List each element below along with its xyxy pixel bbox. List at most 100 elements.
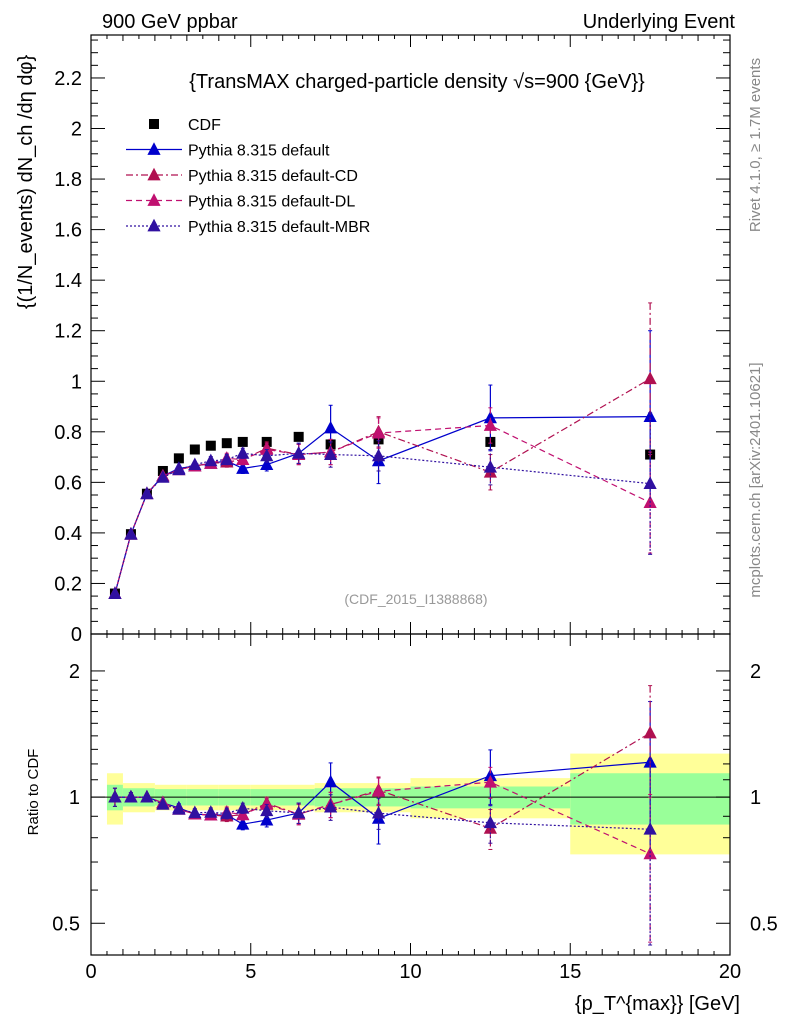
data-point <box>483 418 497 431</box>
y-axis-label: {(1/N_events) dN_ch /dη dφ} <box>15 55 37 310</box>
ratio-y-tick-label-right: 1 <box>750 787 761 809</box>
x-tick-label: 0 <box>85 961 96 983</box>
legend-entry-3: Pythia 8.315 default-DL <box>126 193 355 211</box>
data-point <box>220 452 234 466</box>
legend-label: Pythia 8.315 default-DL <box>188 194 355 211</box>
ratio-data-point <box>156 797 170 810</box>
data-point <box>293 431 304 442</box>
data-point <box>173 453 184 464</box>
y-tick-label: 1 <box>71 371 82 393</box>
legend-marker <box>147 142 161 155</box>
data-point <box>371 448 386 462</box>
data-point <box>292 446 306 459</box>
data-point <box>189 444 200 455</box>
mcplots-label: mcplots.cern.ch [arXiv:2401.10621] <box>747 362 764 597</box>
y-tick-label: 0.4 <box>54 523 82 545</box>
ratio-data-point <box>371 784 386 797</box>
chart-title: {TransMAX charged-particle density √s=90… <box>189 71 645 93</box>
y-tick-label: 2.2 <box>54 68 82 90</box>
data-point <box>260 457 274 471</box>
ratio-data-point <box>108 789 122 803</box>
series-1 <box>108 330 657 599</box>
ratio-data-point <box>483 815 497 829</box>
ratio-y-tick-label-right: 2 <box>750 661 761 683</box>
ratio-y-tick-label-left: 2 <box>69 661 80 683</box>
ratio-data-point <box>124 789 138 803</box>
ratio-data-point <box>236 801 250 814</box>
data-point <box>236 446 250 459</box>
series-line <box>114 452 651 594</box>
y-tick-label: 0.2 <box>54 573 82 595</box>
ratio-y-tick-label-left: 1 <box>69 787 80 809</box>
legend-marker <box>147 167 161 181</box>
ratio-y-axis-label: Ratio to CDF <box>25 749 42 836</box>
data-point <box>221 438 232 449</box>
legend-marker <box>147 193 161 206</box>
ratio-data-point <box>324 799 338 813</box>
y-tick-label: 0 <box>71 624 82 646</box>
x-tick-label: 10 <box>399 961 421 983</box>
data-point <box>483 459 497 473</box>
data-point <box>643 371 657 385</box>
data-point <box>204 453 218 467</box>
data-point <box>324 420 338 434</box>
data-point <box>643 409 657 423</box>
ratio-series-line <box>114 732 651 830</box>
data-point <box>371 425 386 439</box>
y-tick-label: 0.8 <box>54 422 82 444</box>
ratio-series-4 <box>108 758 657 946</box>
data-point <box>156 470 170 483</box>
header-left: 900 GeV ppbar <box>102 11 238 33</box>
ratio-panel: 0.5 0.5 1 1 2 2 <box>52 633 778 956</box>
ratio-data-point <box>643 725 657 739</box>
y-tick-label: 1.4 <box>54 270 82 292</box>
legend-label: Pythia 8.315 default-MBR <box>188 219 370 236</box>
rivet-label: Rivet 4.1.0, ≥ 1.7M events <box>747 58 764 232</box>
legend-label: CDF <box>188 117 221 134</box>
x-tick-label: 5 <box>245 961 256 983</box>
ratio-data-point <box>292 805 306 819</box>
legend-label: Pythia 8.315 default-CD <box>188 168 358 185</box>
data-point <box>260 442 274 455</box>
y-tick-label: 0.6 <box>54 472 82 494</box>
ratio-data-point <box>140 789 154 803</box>
legend: CDF Pythia 8.315 default Pythia 8.315 defa… <box>126 117 370 236</box>
ratio-series-line <box>114 796 651 830</box>
x-tick-label: 15 <box>559 961 581 983</box>
ratio-y-tick-label-right: 0.5 <box>750 913 778 935</box>
ratio-data-point <box>371 805 386 819</box>
ratio-data-point <box>188 805 202 819</box>
ratio-data-point <box>643 822 657 835</box>
legend-label: Pythia 8.315 default <box>188 143 330 160</box>
legend-entry-0: CDF <box>149 117 221 134</box>
header-right: Underlying Event <box>583 11 736 33</box>
ratio-data-point <box>260 803 274 817</box>
data-point <box>205 440 216 451</box>
legend-entry-2: Pythia 8.315 default-CD <box>126 167 358 185</box>
ratio-data-point <box>172 802 186 815</box>
series-3 <box>108 407 657 599</box>
ratio-data-point <box>483 768 497 782</box>
analysis-watermark: (CDF_2015_I1388868) <box>344 591 487 607</box>
y-tick-label: 2 <box>71 119 82 141</box>
data-point <box>260 448 274 462</box>
y-tick-label: 1.6 <box>54 220 82 242</box>
data-point <box>237 436 248 447</box>
ratio-data-point <box>220 806 234 819</box>
data-point <box>172 462 186 476</box>
data-point <box>140 486 154 500</box>
data-point <box>324 447 338 460</box>
data-point <box>643 476 657 490</box>
series-line <box>114 378 651 594</box>
ratio-y-tick-label-left: 0.5 <box>52 913 80 935</box>
ratio-data-point <box>260 812 274 826</box>
ratio-data-point <box>260 797 274 810</box>
y-tick-label: 1.8 <box>54 169 82 191</box>
main-frame <box>90 34 731 635</box>
ratio-data-point <box>204 805 218 818</box>
ratio-data-point <box>324 774 338 788</box>
series-4 <box>108 412 657 599</box>
legend-marker <box>147 218 161 232</box>
data-point <box>236 461 250 474</box>
